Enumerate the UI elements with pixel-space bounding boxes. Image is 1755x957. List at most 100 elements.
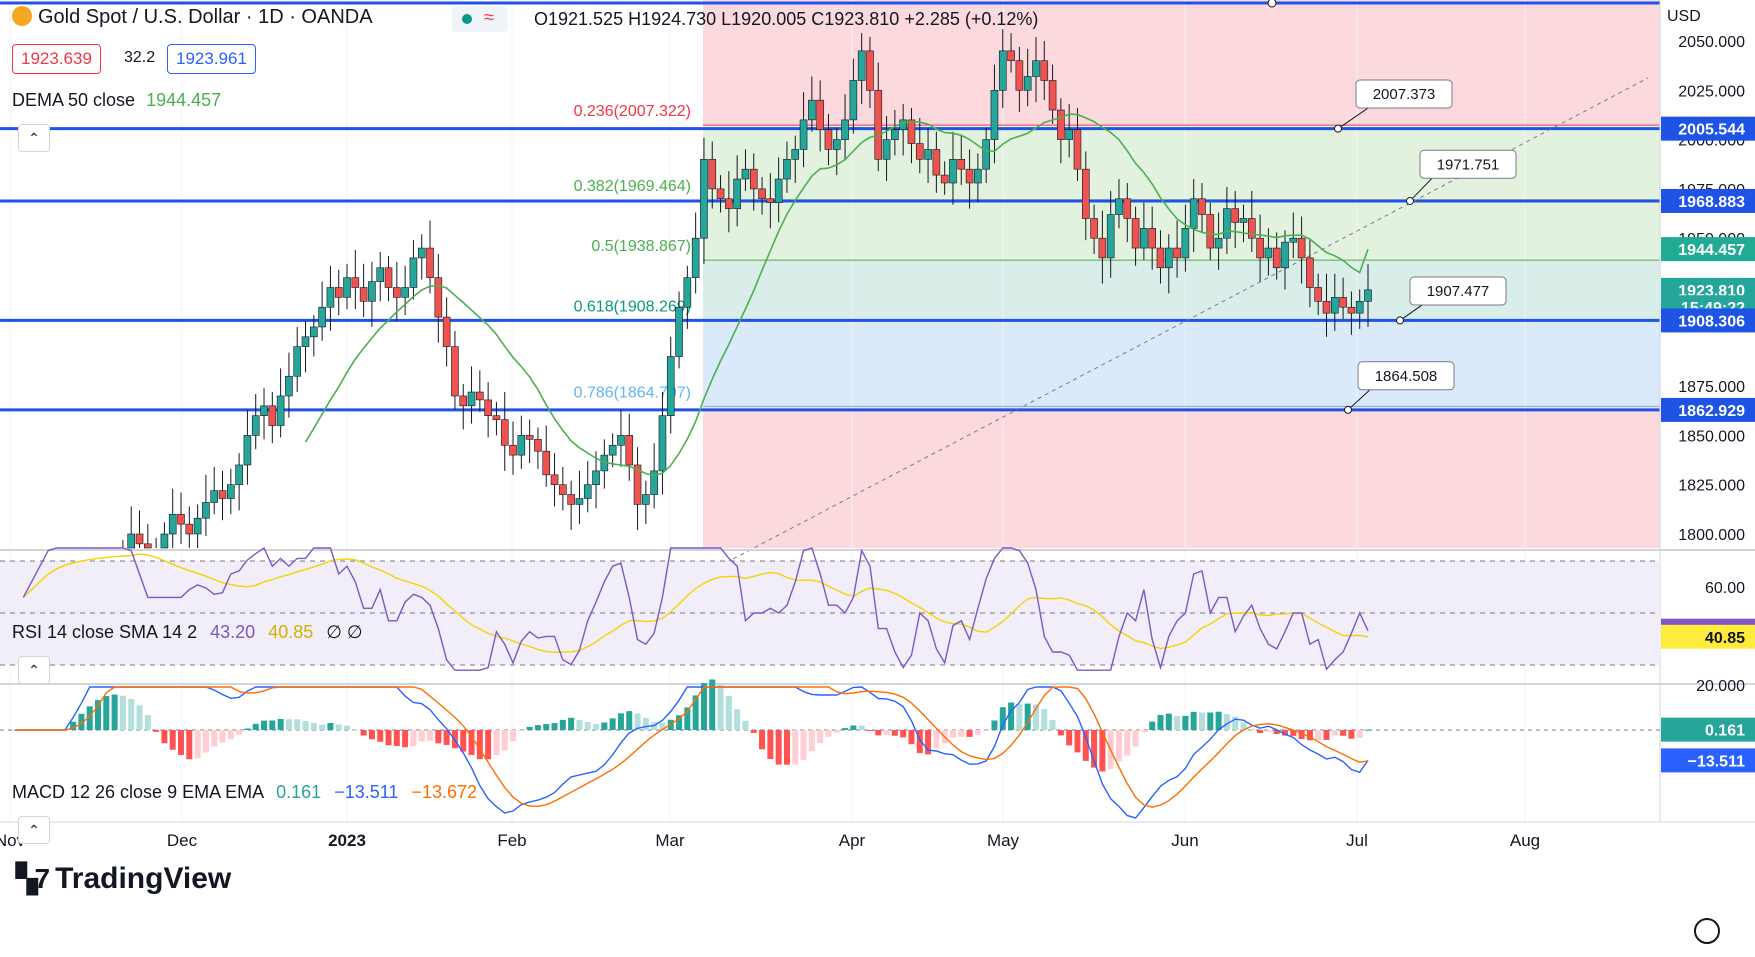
candle-body-110 — [924, 149, 932, 160]
callout-box-1 — [1419, 149, 1517, 179]
candle-body-31 — [268, 405, 277, 426]
fib-label-2: 0.5(1938.867) — [591, 238, 691, 255]
collapse-legend-button[interactable]: ⌃ — [18, 124, 50, 152]
status-dots[interactable]: ≈ — [452, 6, 508, 32]
macd-histogram-bar-149 — [1248, 729, 1255, 731]
candle-body-72 — [608, 444, 617, 456]
price-badge-1 — [1661, 188, 1755, 213]
dema-label: DEMA 50 close — [12, 90, 136, 110]
candle-body-142 — [1189, 198, 1198, 229]
macd-histogram-bar-78 — [659, 722, 666, 730]
time-label-3: Feb — [497, 831, 526, 850]
macd-histogram-bar-111 — [933, 730, 940, 749]
candle-body-140 — [1173, 247, 1181, 259]
candle-body-66 — [559, 484, 567, 495]
collapse-macd-button[interactable]: ⌃ — [18, 816, 50, 844]
macd-histogram-bar-145 — [1215, 711, 1222, 730]
price-badge-0 — [1661, 116, 1755, 141]
macd-histogram-bar-36 — [310, 722, 317, 730]
candle-body-151 — [1264, 247, 1273, 259]
ask-price[interactable]: 1923.961 — [167, 44, 256, 74]
candle-body-99 — [832, 139, 841, 150]
candle-body-90 — [758, 188, 766, 200]
macd-histogram-bar-152 — [1273, 730, 1280, 734]
macd-histogram-bar-11 — [103, 696, 110, 730]
callout-text-1: 1971.751 — [1437, 156, 1500, 173]
macd-histogram-bar-10 — [95, 700, 102, 730]
macd-tick-0: 20.000 — [1696, 678, 1745, 695]
macd-legend[interactable]: MACD 12 26 close 9 EMA EMA 0.161 −13.511… — [12, 782, 477, 803]
macd-histogram-bar-43 — [368, 730, 375, 740]
dema-legend[interactable]: DEMA 50 close 1944.457 — [12, 90, 221, 111]
macd-histogram-bar-82 — [692, 695, 699, 730]
bid-price[interactable]: 1923.639 — [12, 44, 101, 74]
macd-histogram-bar-120 — [1008, 702, 1015, 730]
candle-body-104 — [874, 90, 883, 160]
macd-histogram-bar-108 — [908, 730, 915, 745]
candle-body-15 — [135, 533, 144, 545]
candle-body-153 — [1281, 241, 1289, 269]
macd-histogram-bar-31 — [269, 720, 276, 730]
macd-histogram-bar-26 — [227, 730, 234, 740]
tradingview-logo[interactable]: ▚7 TradingView — [16, 862, 231, 896]
candle-body-91 — [766, 198, 775, 204]
settings-gear-icon[interactable] — [1694, 918, 1720, 944]
macd-histogram-bar-122 — [1024, 703, 1031, 730]
time-label-9: Aug — [1510, 831, 1540, 850]
macd-histogram-bar-58 — [493, 730, 500, 756]
candle-body-96 — [808, 99, 816, 121]
macd-histogram-bar-101 — [850, 725, 857, 730]
rsi-legend[interactable]: RSI 14 close SMA 14 2 43.20 40.85 ∅ ∅ — [12, 622, 363, 643]
ohlc-values: O1921.525 H1924.730 L1920.005 C1923.810 … — [534, 9, 1039, 29]
macd-histogram-bar-129 — [1082, 730, 1089, 761]
macd-histogram-bar-126 — [1057, 730, 1064, 736]
rsi-line — [22, 546, 1369, 671]
price-badge-text-1: 1968.883 — [1678, 194, 1745, 211]
macd-histogram-bar-133 — [1115, 730, 1122, 762]
macd-histogram-bar-64 — [543, 724, 550, 730]
macd-histogram-bar-124 — [1041, 709, 1048, 730]
candle-body-128 — [1073, 129, 1082, 170]
candle-body-109 — [915, 143, 924, 160]
callout-anchor-0 — [1334, 124, 1342, 133]
candle-body-32 — [276, 395, 285, 426]
candle-body-44 — [376, 267, 385, 282]
symbol-legend[interactable]: Gold Spot / U.S. Dollar · 1D · OANDA — [12, 6, 373, 29]
candle-body-89 — [749, 168, 758, 190]
macd-histogram-bar-114 — [958, 730, 965, 737]
candle-body-51 — [434, 277, 443, 318]
candle-body-150 — [1256, 237, 1264, 259]
macd-histogram-bar-42 — [360, 730, 367, 736]
candle-body-163 — [1364, 289, 1372, 302]
tv-logo-icon: ▚7 — [16, 863, 50, 894]
candle-body-23 — [202, 502, 210, 519]
callout-box-2 — [1409, 276, 1507, 306]
candle-body-129 — [1081, 168, 1090, 219]
macd-histogram-bar-68 — [576, 719, 583, 730]
candle-body-24 — [210, 490, 219, 503]
candle-body-101 — [849, 80, 858, 121]
collapse-rsi-button[interactable]: ⌃ — [18, 656, 50, 684]
currency-label[interactable]: USD — [1667, 8, 1701, 25]
macd-histogram-bar-41 — [352, 729, 359, 731]
macd-histogram-bar-123 — [1032, 704, 1039, 730]
candle-body-45 — [384, 267, 393, 288]
rsi-sma-value: 40.85 — [268, 622, 314, 642]
callout-leader-3 — [1347, 389, 1371, 411]
candle-body-36 — [310, 326, 318, 338]
candle-body-74 — [625, 435, 634, 466]
callout-box-0 — [1355, 79, 1453, 109]
macd-histogram-bar-96 — [808, 730, 815, 752]
candle-body-53 — [451, 346, 459, 397]
candle-body-87 — [733, 178, 741, 209]
macd-histogram-bar-18 — [161, 730, 168, 744]
rsi-label: RSI 14 close SMA 14 2 — [12, 622, 198, 642]
macd-histogram-bar-32 — [277, 718, 284, 730]
candle-body-95 — [799, 119, 808, 150]
candle-body-161 — [1347, 306, 1356, 314]
price-badge-text-6: 1862.929 — [1678, 403, 1745, 420]
macd-histogram-bar-50 — [427, 730, 434, 741]
candle-body-68 — [575, 498, 584, 505]
candle-body-123 — [1032, 60, 1040, 77]
indicator-badge-1 — [1661, 624, 1755, 649]
